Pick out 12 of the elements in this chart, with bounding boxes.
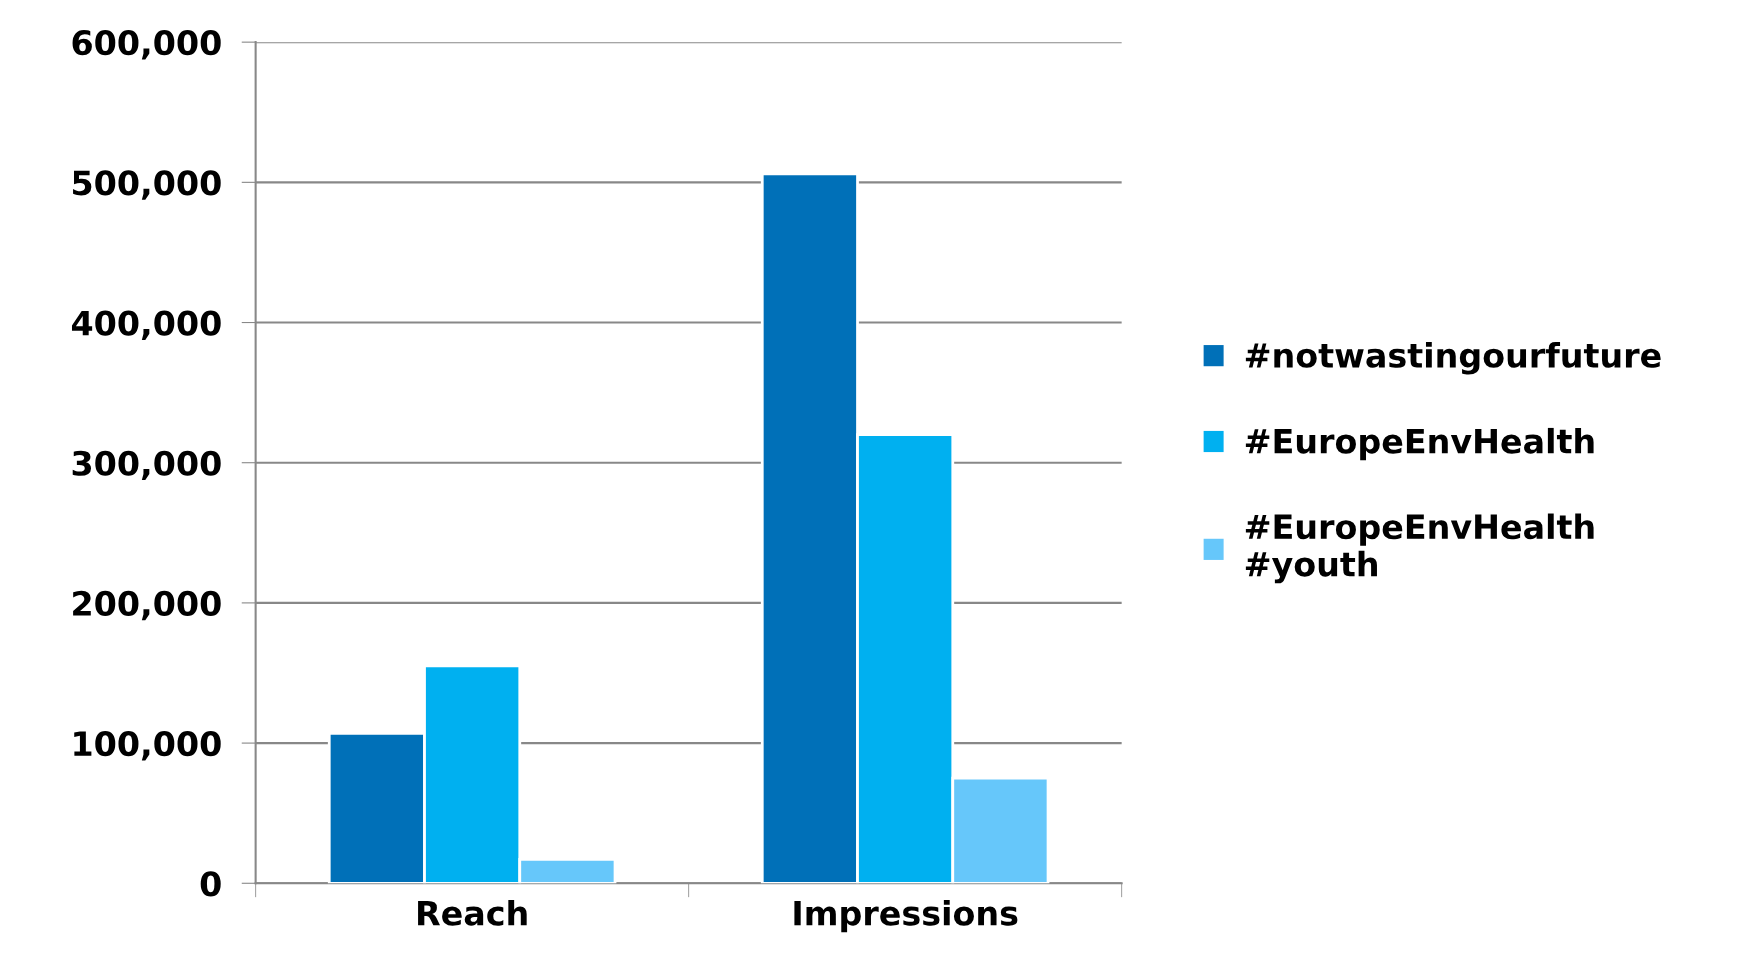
x-tick-label: Reach <box>418 899 527 926</box>
y-tick-label: 100,000 <box>74 731 221 761</box>
x-tick-label: Impressions <box>794 899 1018 933</box>
y-tick-label: 200,000 <box>73 590 221 621</box>
y-tick-label: 600,000 <box>72 30 221 60</box>
legend-label: #EuropeEnvHealth <box>1245 427 1594 461</box>
y-tick-label: 0 <box>200 871 221 897</box>
legend-label: #notwastingourfuture <box>1245 342 1661 375</box>
y-tick-label: 500,000 <box>73 170 221 200</box>
y-tick-label: 400,000 <box>71 310 221 340</box>
y-tick-label: 300,000 <box>72 450 221 481</box>
legend-label: #EuropeEnvHealth #youth <box>1245 513 1594 584</box>
